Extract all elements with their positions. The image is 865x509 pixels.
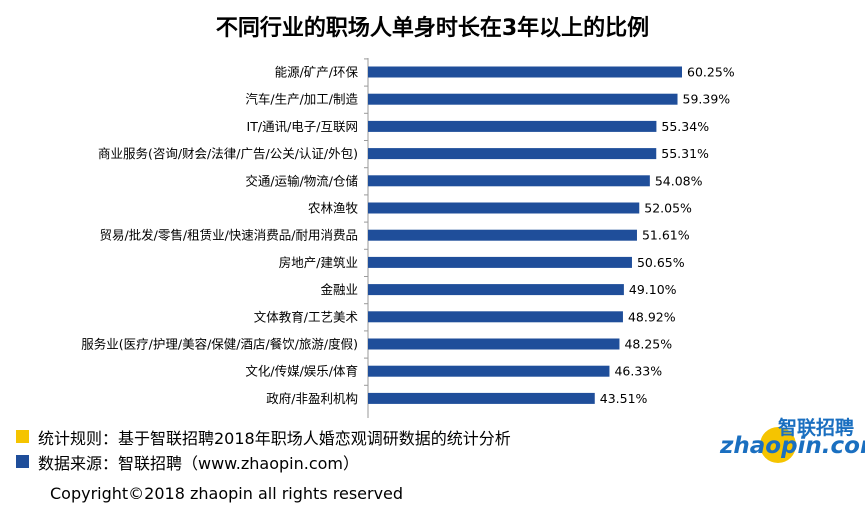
data-label: 54.08%	[655, 173, 703, 188]
bar	[368, 311, 623, 323]
bar	[368, 338, 620, 350]
logo-cn-text: 智联招聘	[777, 417, 854, 439]
category-label: 汽车/生产/加工/制造	[245, 92, 358, 107]
data-label: 59.39%	[683, 92, 731, 107]
category-label: 交通/运输/物流/仓储	[245, 173, 358, 188]
category-label: 文化/传媒/娱乐/体育	[245, 364, 358, 379]
bar	[368, 93, 678, 105]
category-label: 服务业(医疗/护理/美容/保健/酒店/餐饮/旅游/度假)	[81, 337, 358, 352]
data-label: 48.92%	[628, 309, 676, 324]
zhaopin-logo: 智联招聘 zhaopin.com	[720, 413, 865, 475]
yellow-square-icon	[16, 430, 29, 443]
data-label: 49.10%	[629, 282, 677, 297]
bar	[368, 148, 657, 160]
data-label: 46.33%	[614, 364, 662, 379]
category-label: 文体教育/工艺美术	[254, 309, 359, 324]
data-label: 48.25%	[624, 337, 672, 352]
data-label: 60.25%	[687, 65, 735, 80]
bar	[368, 365, 610, 377]
bar	[368, 66, 682, 78]
note-source-text: 数据来源：智联招聘（www.zhaopin.com）	[38, 453, 360, 473]
bar	[368, 392, 595, 404]
bar-chart: 能源/矿产/环保 60.25% 汽车/生产/加工/制造 59.39% IT/通讯/电子/…	[81, 58, 735, 418]
notes: 统计规则：基于智联招聘2018年职场人婚恋观调研数据的统计分析 数据来源：智联招…	[16, 424, 511, 474]
data-label: 50.65%	[637, 255, 685, 270]
bar	[368, 202, 640, 214]
bar	[368, 284, 624, 296]
category-label: 农林渔牧	[308, 201, 359, 216]
category-label: 贸易/批发/零售/租赁业/快速消费品/耐用消费品	[99, 228, 358, 243]
note-rule-text: 统计规则：基于智联招聘2018年职场人婚恋观调研数据的统计分析	[38, 428, 511, 448]
blue-square-icon	[16, 455, 29, 468]
data-label: 55.31%	[661, 146, 709, 161]
category-label: 商业服务(咨询/财会/法律/广告/公关/认证/外包)	[98, 146, 358, 161]
data-label: 51.61%	[642, 228, 690, 243]
bar	[368, 256, 632, 268]
copyright: Copyright©2018 zhaopin all rights reserv…	[50, 484, 404, 503]
logo-en-text: zhaopin.com	[720, 433, 865, 459]
note-rule: 统计规则：基于智联招聘2018年职场人婚恋观调研数据的统计分析	[16, 424, 511, 449]
chart-title: 不同行业的职场人单身时长在3年以上的比例	[215, 16, 650, 41]
data-label: 52.05%	[644, 201, 692, 216]
data-label: 43.51%	[600, 391, 648, 406]
bar	[368, 175, 650, 187]
category-label: 政府/非盈利机构	[266, 391, 358, 406]
category-label: 金融业	[320, 282, 358, 297]
data-label: 55.34%	[661, 119, 709, 134]
category-label: 能源/矿产/环保	[275, 65, 359, 80]
bar	[368, 229, 637, 241]
category-label: 房地产/建筑业	[279, 255, 358, 270]
category-label: IT/通讯/电子/互联网	[247, 119, 358, 134]
bar	[368, 120, 657, 132]
note-source: 数据来源：智联招聘（www.zhaopin.com）	[16, 449, 511, 474]
